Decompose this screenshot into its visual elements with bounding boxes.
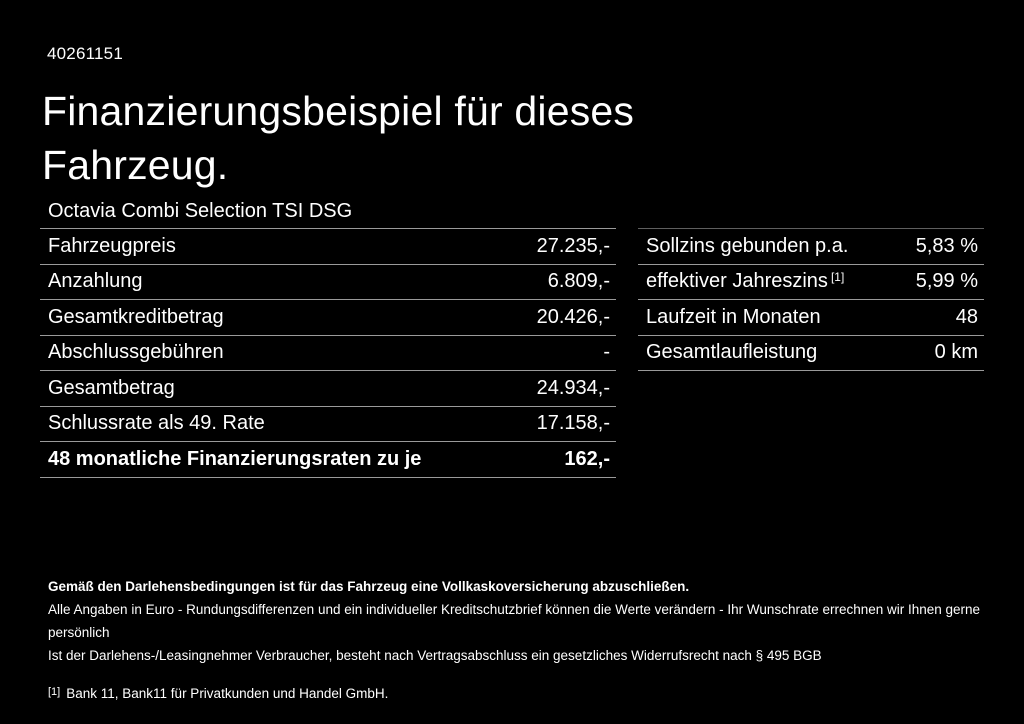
row-value: 20.426,- <box>536 305 610 328</box>
disclaimer-line-2: Ist der Darlehens-/Leasingnehmer Verbrau… <box>48 647 822 663</box>
row-value: 27.235,- <box>536 234 610 257</box>
row-label: Anzahlung <box>48 270 143 293</box>
row-label: effektiver Jahreszins [1] <box>646 270 844 293</box>
row-label: Abschlussgebühren <box>48 341 224 364</box>
table-row-sollzins: Sollzins gebunden p.a. 5,83 % <box>638 229 984 265</box>
table-row-anzahlung: Anzahlung 6.809,- <box>40 265 616 300</box>
footer: Gemäß den Darlehensbedingungen ist für d… <box>48 575 984 705</box>
table-row-effektiver-jahreszins: effektiver Jahreszins [1] 5,99 % <box>638 265 984 300</box>
footnote-marker: [1] <box>48 685 61 698</box>
finance-tables: Octavia Combi Selection TSI DSG Fahrzeug… <box>40 195 984 478</box>
financing-page: 40261151 Finanzierungsbeispiel für diese… <box>40 44 984 705</box>
table-row-gesamtlaufleistung: Gesamtlaufleistung 0 km <box>638 336 984 371</box>
row-value: 24.934,- <box>536 376 610 399</box>
table-row-gesamtkreditbetrag: Gesamtkreditbetrag 20.426,- <box>40 300 616 336</box>
row-label: Laufzeit in Monaten <box>646 305 821 328</box>
insurance-note: Gemäß den Darlehensbedingungen ist für d… <box>48 578 690 594</box>
row-label: Gesamtbetrag <box>48 376 175 399</box>
row-value: 5,83 % <box>915 234 978 257</box>
vehicle-name: Octavia Combi Selection TSI DSG <box>40 195 616 229</box>
row-value: 5,99 % <box>915 270 978 293</box>
disclaimer-line-1: Alle Angaben in Euro - Rundungsdifferenz… <box>48 601 981 640</box>
row-label: 48 monatliche Finanzierungsraten zu je <box>48 447 422 470</box>
row-value: 48 <box>955 305 978 328</box>
row-value: 6.809,- <box>547 270 610 293</box>
row-label-text: effektiver Jahreszins <box>646 270 828 293</box>
row-value: 0 km <box>934 341 978 364</box>
row-label: Gesamtlaufleistung <box>646 341 818 364</box>
row-label: Schlussrate als 49. Rate <box>48 412 265 435</box>
row-label: Sollzins gebunden p.a. <box>646 234 849 257</box>
footnote-ref-icon: [1] <box>830 270 845 285</box>
page-title: Finanzierungsbeispiel für dieses Fahrzeu… <box>42 84 984 192</box>
table-row-laufzeit: Laufzeit in Monaten 48 <box>638 300 984 336</box>
footnote: [1] Bank 11, Bank11 für Privatkunden und … <box>48 681 984 705</box>
page-title-line1: Finanzierungsbeispiel für dieses <box>42 88 635 134</box>
row-value: 162,- <box>564 447 610 470</box>
row-value: - <box>603 341 610 364</box>
doc-number: 40261151 <box>47 44 123 63</box>
table-row-abschlussgebuehren: Abschlussgebühren - <box>40 336 616 371</box>
table-row-fahrzeugpreis: Fahrzeugpreis 27.235,- <box>40 229 616 265</box>
conditions-table: Sollzins gebunden p.a. 5,83 % effektiver… <box>638 228 984 371</box>
finance-table: Octavia Combi Selection TSI DSG Fahrzeug… <box>40 195 616 478</box>
row-value: 17.158,- <box>536 412 610 435</box>
footnote-text: Bank 11, Bank11 für Privatkunden und Han… <box>66 685 389 701</box>
row-label: Gesamtkreditbetrag <box>48 305 224 328</box>
table-row-gesamtbetrag: Gesamtbetrag 24.934,- <box>40 371 616 407</box>
table-row-schlussrate: Schlussrate als 49. Rate 17.158,- <box>40 407 616 442</box>
table-row-monatsrate: 48 monatliche Finanzierungsraten zu je 1… <box>40 442 616 478</box>
page-title-line2: Fahrzeug. <box>42 142 229 188</box>
row-label: Fahrzeugpreis <box>48 234 176 257</box>
